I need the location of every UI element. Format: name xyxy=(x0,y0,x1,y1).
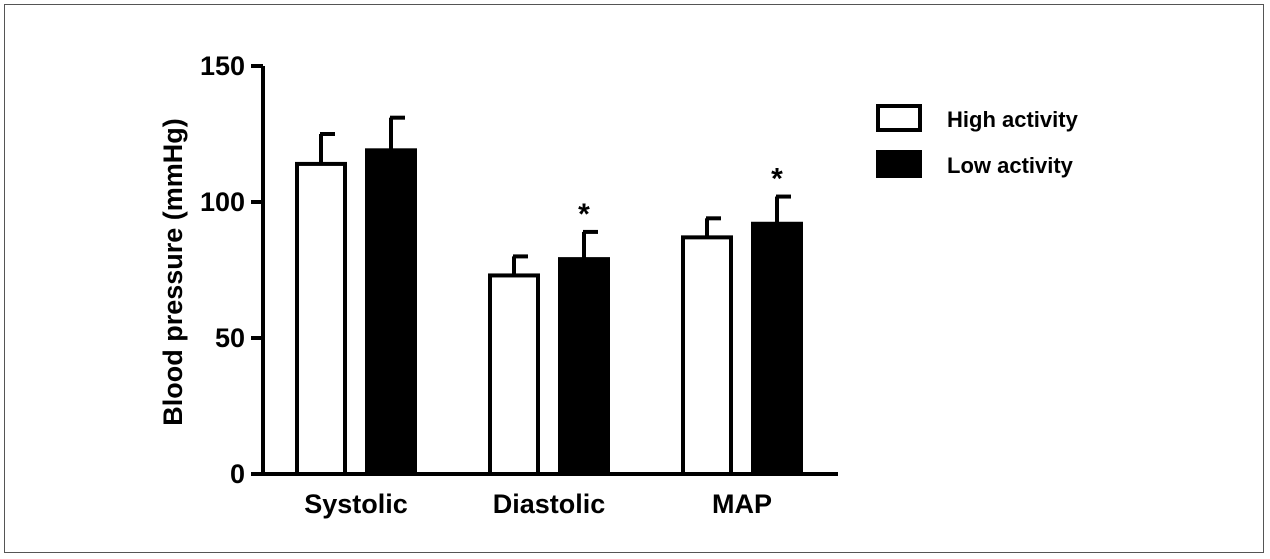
bar-low-activity-systolic xyxy=(365,148,417,476)
legend-swatch-high-activity xyxy=(876,104,922,132)
y-tick-label: 100 xyxy=(200,187,245,217)
figure-frame xyxy=(4,4,1264,553)
legend-label: High activity xyxy=(947,107,1079,132)
legend-swatch-low-activity xyxy=(876,150,922,178)
significance-marker: * xyxy=(578,198,590,231)
bar-low-activity-map xyxy=(751,221,803,476)
legend-label: Low activity xyxy=(947,153,1074,178)
bars: ** xyxy=(295,115,803,476)
significance-marker: * xyxy=(771,163,783,196)
bar-low-activity-diastolic xyxy=(558,257,610,476)
legend: High activity Low activity xyxy=(876,104,1079,178)
y-tick-label: 50 xyxy=(215,323,245,353)
y-tick-label: 0 xyxy=(230,459,245,489)
y-axis-label: Blood pressure (mmHg) xyxy=(158,118,188,426)
bar-high-activity-diastolic xyxy=(488,273,540,476)
x-tick-label: MAP xyxy=(712,489,772,519)
x-tick-label: Diastolic xyxy=(493,489,606,519)
axes: 0 50 100 150 Systolic Diastolic MAP xyxy=(200,51,838,519)
bar-high-activity-systolic xyxy=(295,161,347,476)
x-tick-label: Systolic xyxy=(304,489,408,519)
bar-high-activity-map xyxy=(681,235,733,476)
y-tick-label: 150 xyxy=(200,51,245,81)
